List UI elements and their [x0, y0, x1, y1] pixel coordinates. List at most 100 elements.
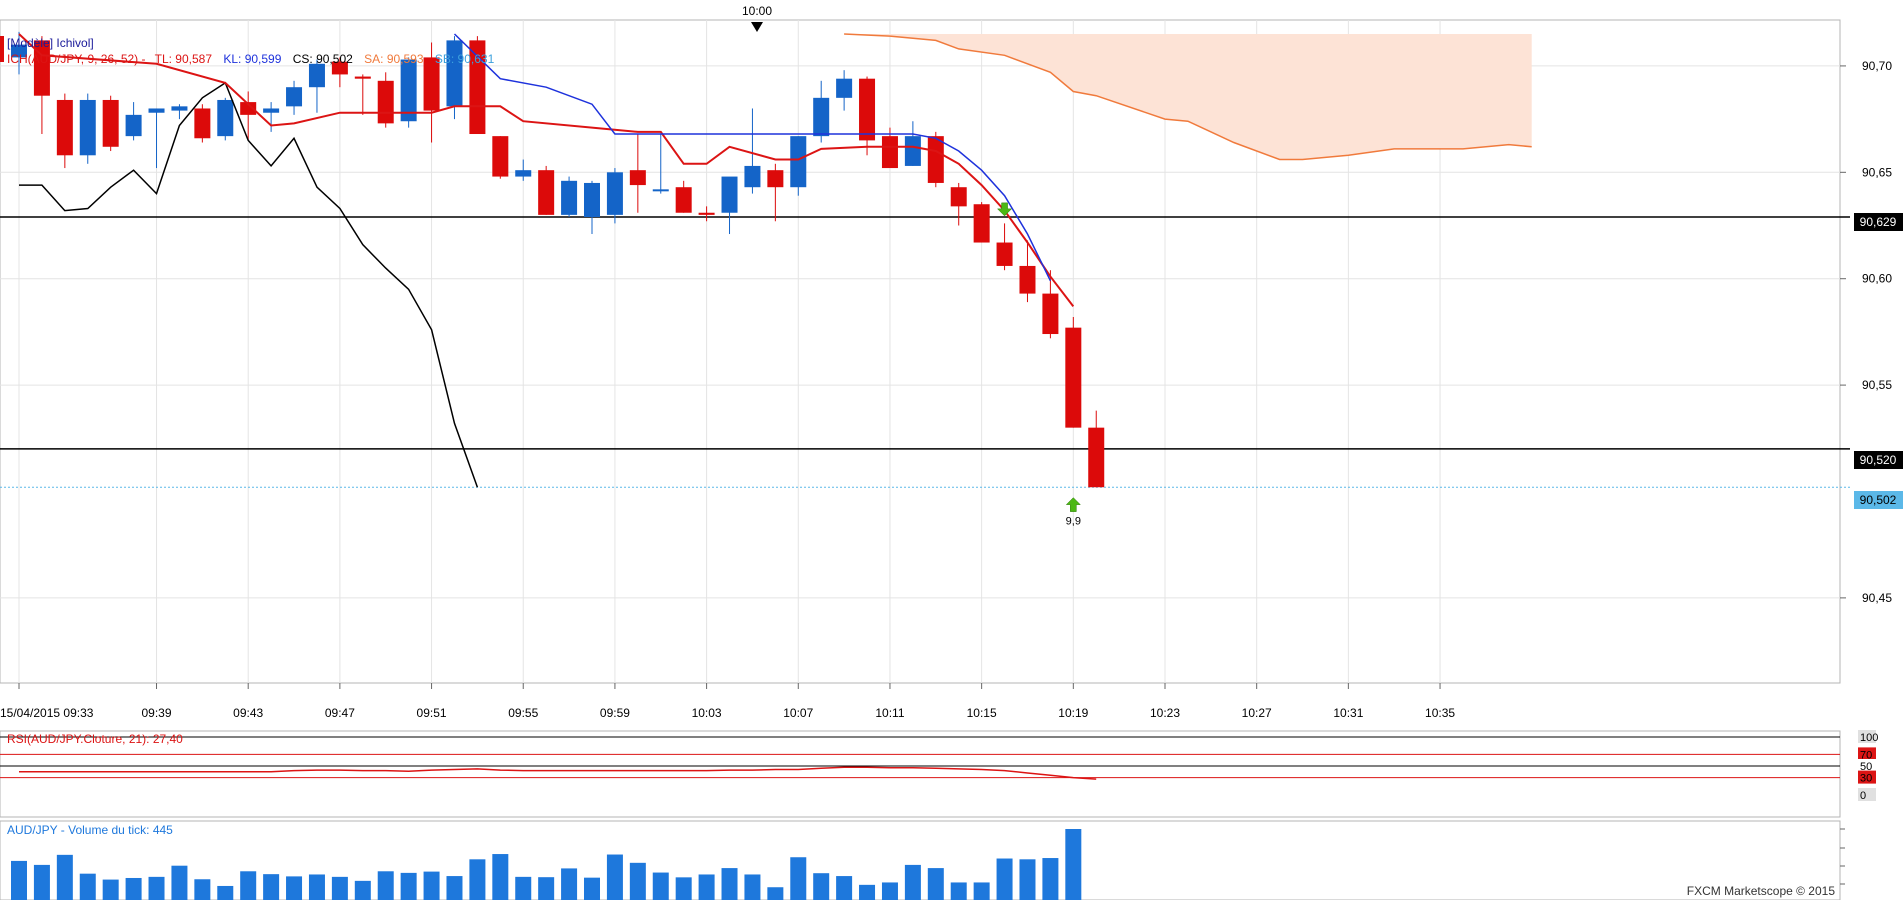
candle-body [469, 40, 486, 135]
legend-sa: SA: 90,593 [364, 52, 424, 66]
rsi-tick-label: 30 [1860, 773, 1872, 785]
senkou-span-a-line [844, 33, 1532, 161]
rsi-pane[interactable] [0, 730, 1841, 818]
volume-bar [1042, 858, 1059, 900]
rsi-tick-label: 50 [1860, 761, 1872, 773]
candle-body [11, 44, 27, 58]
candle-body [148, 108, 165, 113]
time-tick-label: 10:19 [1058, 706, 1088, 720]
top-time-marker-icon [751, 22, 763, 32]
candle-body [836, 78, 853, 98]
candle-body [1019, 265, 1036, 294]
price-tick-label: 90,65 [1862, 165, 1892, 179]
candle-body [125, 114, 142, 137]
candle-body [813, 97, 830, 137]
price-tick-label: 90,60 [1862, 272, 1892, 286]
price-pane[interactable] [0, 19, 1841, 684]
candle-body [1042, 293, 1059, 335]
volume-bar [33, 864, 50, 900]
time-tick-label: 10:07 [783, 706, 813, 720]
candle-body [721, 176, 738, 213]
legend-sb: SB: 90,631 [435, 52, 495, 66]
level-high-tag [1854, 213, 1903, 231]
candle-body [606, 172, 623, 215]
candle-body [698, 212, 715, 215]
volume-bar [652, 872, 669, 900]
time-tick-label: 09:55 [508, 706, 538, 720]
volume-bar [125, 877, 142, 900]
candles [11, 31, 1105, 488]
time-tick-label: 10:27 [1242, 706, 1272, 720]
rsi-tick-tag [1858, 747, 1876, 761]
time-tick-label: 10:15 [967, 706, 997, 720]
volume-bar [79, 873, 96, 900]
rsi-tick-tag [1858, 788, 1876, 801]
volume-bar [446, 876, 463, 900]
candle-body [561, 180, 578, 215]
volume-bar [859, 884, 876, 900]
level-low-tag [1854, 451, 1903, 469]
top-time-label: 10:00 [742, 4, 772, 18]
time-tick-label: 10:11 [875, 706, 904, 720]
volume-bar [927, 868, 944, 900]
price-tick-label: 90,55 [1862, 378, 1892, 392]
candle-body [675, 187, 692, 213]
rsi-label: RSI(AUD/JPY.Cloture, 21): 27,40 [7, 732, 183, 746]
candle-body [538, 170, 555, 215]
candle-body [629, 170, 646, 186]
candle-body [308, 63, 325, 88]
volume-bar [538, 877, 555, 900]
volume-bar [56, 854, 73, 900]
candle-body [950, 187, 967, 207]
candle-body [377, 80, 394, 124]
price-tick-label: 90,70 [1862, 59, 1892, 73]
time-tick-label: 10:31 [1333, 706, 1363, 720]
candle-body [996, 242, 1013, 266]
volume-bar [744, 874, 761, 900]
candle-body [240, 102, 257, 115]
time-axis[interactable]: 15/04/2015 09:33 09:39 09:43 09:47 09:51 09:5… [0, 683, 1455, 720]
rsi-line [19, 766, 1097, 780]
candle-body [881, 136, 898, 169]
candle-body [904, 136, 921, 166]
volume-bar [790, 857, 807, 900]
candle-body [263, 108, 280, 113]
volume-bar [469, 859, 486, 900]
candle-body [584, 182, 600, 217]
price-axis[interactable]: 90,70 90,65 90,60 90,55 90,45 [1840, 59, 1892, 605]
volume-bar [102, 879, 119, 900]
time-tick-label: 10:03 [692, 706, 722, 720]
kijun-sen-line [453, 33, 1052, 282]
volume-bar [584, 877, 600, 900]
level-high-label: 90,629 [1860, 215, 1897, 229]
volume-bar [1065, 829, 1082, 900]
candle-body [927, 136, 944, 183]
candle-body [56, 99, 73, 156]
candle-body [1088, 427, 1105, 488]
volume-bar [171, 865, 188, 900]
legend-ich: ICH(AUD/JPY, 9, 26, 52) - [7, 52, 146, 66]
chikou-span-line [19, 81, 479, 488]
volume-bar [492, 854, 509, 900]
time-tick-label: 09:47 [325, 706, 355, 720]
legend-indicator: ICH(AUD/JPY, 9, 26, 52) - TL: 90,587 KL:… [7, 52, 495, 66]
rsi-tick-tag [1858, 759, 1876, 772]
candle-body [194, 108, 211, 139]
rsi-tick-tag [1858, 770, 1876, 784]
volume-bar [377, 871, 394, 900]
volume-bar [286, 876, 303, 900]
candle-body [33, 40, 50, 96]
candle-body [790, 136, 807, 188]
candle-body [744, 165, 761, 188]
candle-body [354, 76, 371, 79]
legend-kl: KL: 90,599 [223, 52, 281, 66]
volume-bar [767, 887, 784, 900]
time-tick-label: 10:23 [1150, 706, 1180, 720]
volume-bar [561, 868, 578, 900]
volume-bar [836, 876, 853, 900]
volume-bar [904, 864, 921, 900]
volume-bar [194, 879, 211, 900]
legend-tl: TL: 90,587 [155, 52, 213, 66]
volume-bar [721, 868, 738, 900]
